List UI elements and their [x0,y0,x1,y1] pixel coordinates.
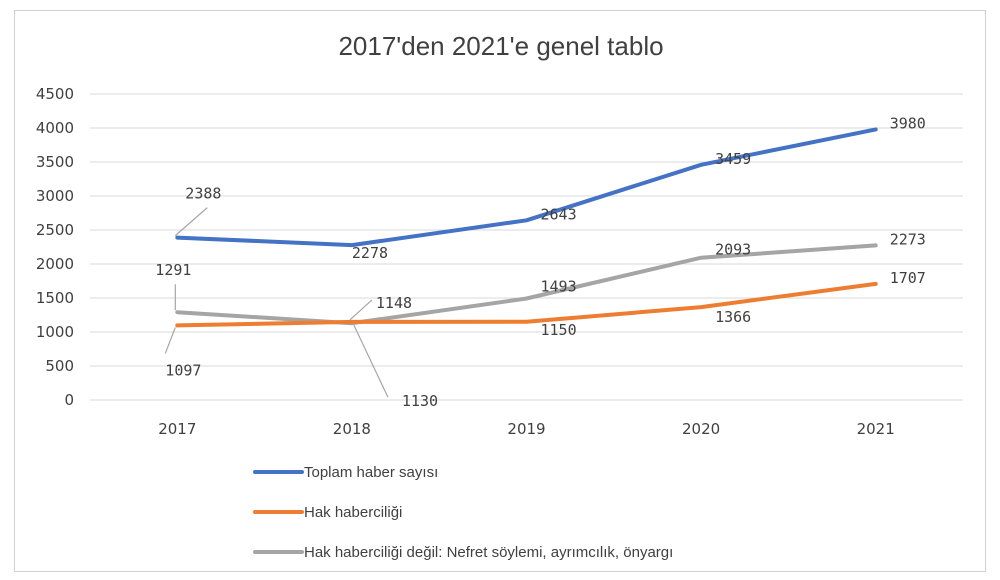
data-label: 2278 [352,244,388,262]
y-tick-label: 3000 [36,187,74,205]
data-label: 2273 [890,230,926,248]
y-tick-label: 1500 [36,289,74,307]
y-tick-label: 0 [64,391,74,409]
series-line [175,243,878,326]
series-line [175,281,878,328]
y-tick-label: 4000 [36,119,74,137]
data-label: 1291 [155,261,191,279]
series-line [175,127,878,248]
y-tick-label: 2500 [36,221,74,239]
data-label: 2093 [715,241,751,259]
data-label: 2388 [185,185,221,203]
data-label: 1366 [715,308,751,326]
y-axis: 0 500 1000 1500 2000 2500 3000 3500 4000 4500 [36,85,74,409]
x-tick-label: 2020 [682,420,720,438]
legend-label: Toplam haber sayısı [304,464,438,481]
legend: Toplam haber sayısı Hak haberciliği Hak ha… [253,464,673,561]
label-leader-line [353,324,389,398]
data-label: 1148 [376,294,412,312]
series-lines [175,127,878,328]
legend-label: Hak haberciliği değil: Nefret söylemi, a… [304,544,673,561]
y-tick-label: 1000 [36,323,74,341]
label-leader-line [174,207,208,237]
data-labels: 2388 2278 2643 3459 3980 1097 1148 1150 1366 1707… [155,114,926,410]
y-tick-label: 3500 [36,153,74,171]
gridlines [90,93,963,401]
y-tick-label: 500 [45,357,74,375]
data-label: 1150 [541,321,577,339]
data-label: 3459 [715,150,751,168]
x-axis: 2017 2018 2019 2020 2021 [158,420,895,438]
x-tick-label: 2018 [333,420,371,438]
data-label: 1097 [165,361,201,379]
data-label: 1130 [402,392,438,410]
x-tick-label: 2019 [507,420,545,438]
data-label: 2643 [541,205,577,223]
data-label: 1493 [541,277,577,295]
label-leader-line [164,327,176,354]
data-label: 3980 [890,114,926,132]
label-leader-line [349,299,373,321]
y-tick-label: 4500 [36,85,74,103]
x-tick-label: 2021 [857,420,895,438]
legend-label: Hak haberciliği [304,504,402,521]
x-tick-label: 2017 [158,420,196,438]
data-label: 1707 [890,269,926,287]
y-tick-label: 2000 [36,255,74,273]
chart-frame: 2017'den 2021'e genel tablo 0 500 1000 1500… [14,10,986,572]
chart-title: 2017'den 2021'e genel tablo [338,31,663,61]
line-chart: 2017'den 2021'e genel tablo 0 500 1000 1500… [36,31,963,561]
